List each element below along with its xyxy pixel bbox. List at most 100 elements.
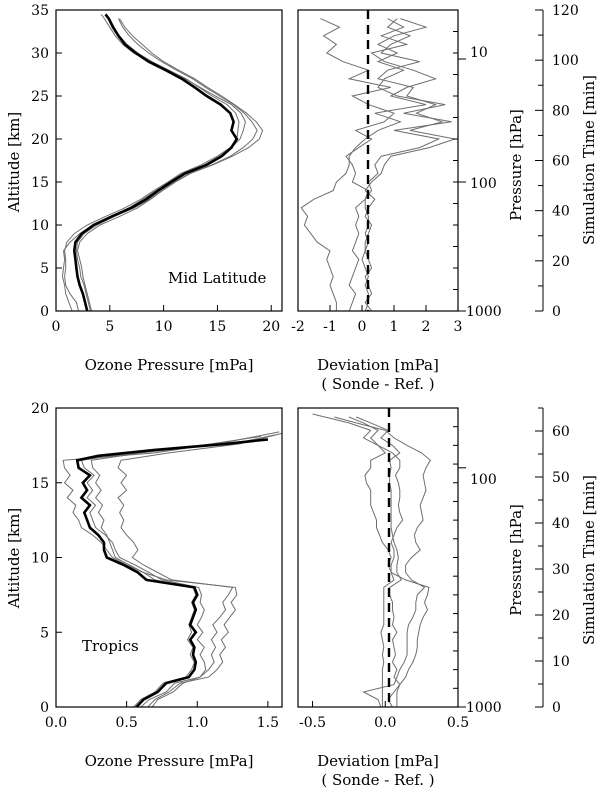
mid-deviation-time-tick-label: 80 — [552, 103, 570, 119]
tropics-deviation-x-tick-label: -0.5 — [299, 715, 326, 731]
tropics-profile-series-group — [62, 431, 283, 708]
mid-profile-x-tick-label: 15 — [209, 319, 227, 335]
mid-latitude-deviation-panel: -2 -1 0 1 2 3 10 100 1000 Pressure [hPa] 0 20 4… — [291, 3, 598, 393]
tropics-profile-y-label: Altitude [km] — [5, 508, 23, 609]
mid-profile-x-label: Ozone Pressure [mPa] — [85, 356, 254, 374]
mid-deviation-sonde-2-line — [361, 18, 452, 312]
tropics-deviation-frame — [297, 407, 459, 708]
tropics-profile-sonde-3-line — [90, 435, 261, 708]
mid-deviation-x-tick-label: 2 — [422, 319, 431, 335]
tropics-deviation-x-axis: -0.5 0.0 0.5 — [299, 701, 469, 731]
tropics-profile-x-label: Ozone Pressure [mPa] — [85, 752, 254, 770]
tropics-deviation-time-tick-label: 30 — [552, 562, 570, 578]
mid-profile-x-tick-label: 5 — [105, 319, 114, 335]
mid-profile-y-tick-label: 15 — [31, 175, 49, 191]
tropics-profile-y-tick-label: 5 — [40, 625, 49, 641]
mid-profile-y-tick-label: 0 — [40, 304, 49, 320]
tropics-deviation-sonde-2-line — [334, 416, 432, 708]
mid-deviation-x-label: Deviation [mPa] — [317, 356, 439, 374]
mid-deviation-sonde-1-line — [300, 18, 438, 311]
mid-deviation-x-tick-label: 1 — [390, 319, 399, 335]
tropics-profile-x-tick-label: 0.0 — [45, 715, 67, 731]
mid-profile-sonde-1-line — [64, 18, 240, 312]
tropics-pressure-axis-title: Pressure [hPa] — [507, 504, 525, 616]
tropics-pressure-label-1000: 1000 — [466, 700, 502, 716]
tropics-deviation-x-sublabel: ( Sonde - Ref. ) — [321, 771, 434, 789]
tropics-annotation: Tropics — [82, 637, 139, 655]
tropics-deviation-sonde-3-line — [348, 416, 404, 707]
mid-profile-sonde-2-line — [75, 18, 258, 312]
mid-profile-sonde-3-line — [76, 18, 264, 312]
tropics-profile-y-axis: 0 5 10 15 20 — [31, 401, 62, 716]
tropics-pressure-label-100: 100 — [470, 472, 497, 488]
tropics-profile-sonde-2-line — [117, 432, 283, 708]
mid-latitude-profile-panel: 0 5 10 15 20 0 5 10 15 20 25 30 35 Mid Latitude Ozo… — [5, 3, 283, 374]
mid-deviation-sonde-3-line — [364, 18, 457, 312]
mid-deviation-time-tick-label: 100 — [552, 53, 579, 69]
tropics-deviation-time-tick-label: 40 — [552, 516, 570, 532]
tropics-time-axis: 0 10 20 30 40 50 60 — [535, 407, 570, 716]
mid-deviation-time-tick-label: 20 — [552, 254, 570, 270]
mid-deviation-x-sublabel: ( Sonde - Ref. ) — [321, 375, 434, 393]
mid-deviation-right-ticks — [453, 9, 466, 312]
mid-deviation-sonde-4-line — [320, 18, 395, 312]
mid-pressure-label-10: 10 — [470, 45, 488, 61]
tropics-deviation-time-tick-label: 20 — [552, 608, 570, 624]
mid-time-axis-title: Simulation Time [min] — [580, 75, 598, 245]
mid-profile-series-group — [61, 13, 264, 312]
tropics-profile-x-tick-label: 1.5 — [257, 715, 279, 731]
tropics-deviation-time-tick-label: 60 — [552, 424, 570, 440]
tropics-deviation-sonde-1-line — [356, 416, 402, 708]
tropics-deviation-time-tick-label: 50 — [552, 470, 570, 486]
tropics-profile-x-tick-label: 1.0 — [186, 715, 208, 731]
mid-deviation-time-tick-label: 60 — [552, 154, 570, 170]
tropics-profile-panel: 0.0 0.5 1.0 1.5 0 5 10 15 20 Tropics Ozone Pres… — [5, 401, 283, 770]
tropics-profile-x-axis: 0.0 0.5 1.0 1.5 — [45, 701, 279, 731]
tropics-deviation-right-ticks — [453, 407, 466, 708]
mid-profile-x-axis: 0 5 10 15 20 — [52, 305, 280, 335]
mid-deviation-series-group — [300, 18, 457, 312]
tropics-time-axis-title: Simulation Time [min] — [580, 475, 598, 645]
tropics-deviation-panel: -0.5 0.0 0.5 100 1000 Pressure [hPa] 0 10 20… — [297, 407, 598, 789]
mid-profile-y-tick-label: 35 — [31, 3, 49, 19]
mid-deviation-x-tick-label: -2 — [291, 319, 305, 335]
mid-profile-y-tick-label: 25 — [31, 89, 49, 105]
mid-deviation-time-tick-label: 0 — [552, 304, 561, 320]
tropics-deviation-time-tick-label: 0 — [552, 700, 561, 716]
tropics-profile-x-tick-label: 0.5 — [115, 715, 137, 731]
tropics-profile-y-tick-label: 20 — [31, 401, 49, 417]
tropics-deviation-time-tick-label: 10 — [552, 654, 570, 670]
mid-profile-y-tick-label: 20 — [31, 132, 49, 148]
mid-profile-y-tick-label: 30 — [31, 46, 49, 62]
tropics-deviation-x-tick-label: 0.0 — [374, 715, 396, 731]
mid-profile-reference-line — [72, 13, 239, 312]
mid-latitude-annotation: Mid Latitude — [168, 269, 267, 287]
tropics-profile-sonde-4-line — [62, 431, 280, 708]
tropics-profile-y-tick-label: 15 — [31, 476, 49, 492]
mid-deviation-x-axis: -2 -1 0 1 2 3 — [291, 305, 462, 335]
mid-deviation-x-tick-label: 0 — [358, 319, 367, 335]
mid-profile-x-tick-label: 0 — [52, 319, 61, 335]
tropics-deviation-sonde-4-line — [312, 413, 430, 707]
tropics-deviation-series-group — [312, 413, 432, 708]
tropics-profile-y-tick-label: 10 — [31, 551, 49, 567]
mid-profile-y-tick-label: 10 — [31, 218, 49, 234]
mid-deviation-time-tick-label: 40 — [552, 204, 570, 220]
tropics-deviation-x-tick-label: 0.5 — [447, 715, 469, 731]
mid-profile-y-label: Altitude [km] — [5, 112, 23, 213]
tropics-profile-sonde-1-line — [80, 434, 276, 708]
mid-profile-x-tick-label: 20 — [262, 319, 280, 335]
mid-time-axis: 0 20 40 60 80 100 120 — [535, 3, 579, 320]
mid-profile-y-tick-label: 5 — [40, 261, 49, 277]
mid-deviation-x-tick-label: -1 — [323, 319, 337, 335]
mid-pressure-label-1000: 1000 — [466, 304, 502, 320]
tropics-profile-reference-line — [75, 438, 269, 708]
mid-profile-y-axis: 0 5 10 15 20 25 30 35 — [31, 3, 62, 320]
mid-profile-x-tick-label: 10 — [155, 319, 173, 335]
tropics-profile-y-tick-label: 0 — [40, 700, 49, 716]
mid-deviation-time-tick-label: 120 — [552, 3, 579, 19]
mid-deviation-x-tick-label: 3 — [454, 319, 463, 335]
mid-pressure-axis-title: Pressure [hPa] — [507, 109, 525, 221]
mid-pressure-label-100: 100 — [470, 176, 497, 192]
